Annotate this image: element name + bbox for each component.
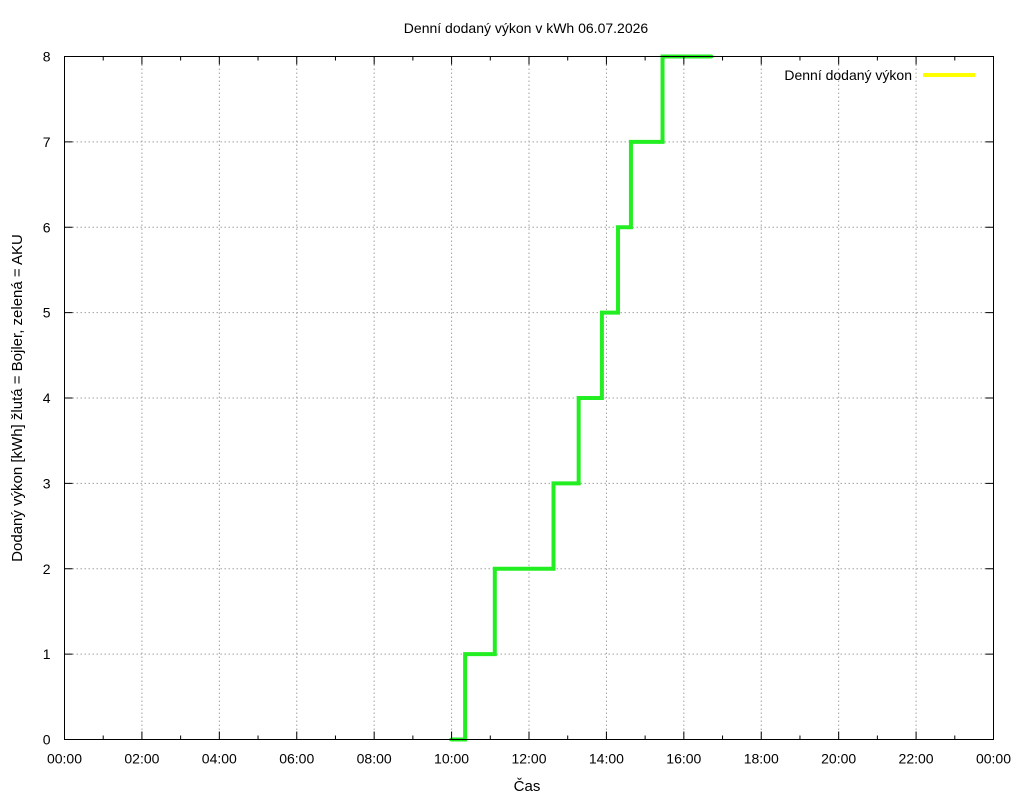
grid	[64, 56, 994, 740]
x-tick-label: 14:00	[589, 751, 624, 767]
y-tick-label: 3	[43, 475, 51, 491]
y-tick-label: 4	[43, 390, 51, 406]
y-tick-label: 8	[43, 49, 51, 65]
ticks	[64, 56, 994, 740]
y-tick-label: 0	[43, 732, 51, 748]
data-point	[528, 566, 533, 571]
data-point	[519, 566, 524, 571]
data-point	[487, 652, 491, 656]
data-point	[616, 225, 620, 230]
x-tick-label: 10:00	[434, 751, 469, 767]
x-tick-label: 04:00	[202, 751, 237, 767]
data-point	[505, 566, 509, 571]
x-tick-label: 18:00	[744, 751, 779, 767]
data-point	[576, 396, 581, 400]
y-tick-label: 7	[43, 134, 51, 150]
data-point	[551, 566, 555, 571]
data-point	[551, 481, 556, 486]
y-tick-label: 2	[43, 561, 51, 577]
data-point	[576, 481, 580, 486]
x-tick-label: 02:00	[124, 751, 159, 767]
series-line-1	[450, 54, 712, 742]
data-point	[628, 225, 633, 230]
y-tick-label: 5	[43, 305, 51, 321]
data-point	[655, 140, 660, 144]
y-tick-label: 6	[43, 219, 51, 235]
tick-labels: 00:00 02:00 04:00 06:00 08:00 10:00 12:00 14:00…	[43, 49, 1012, 767]
x-tick-label: 20:00	[821, 751, 856, 767]
data-point	[615, 310, 620, 315]
x-tick-label: 16:00	[666, 751, 701, 767]
y-tick-label: 1	[43, 646, 51, 662]
data-point	[599, 396, 604, 400]
chart-title: Denní dodaný výkon v kWh 06.07.2026	[404, 20, 649, 36]
x-tick-label: 06:00	[279, 751, 314, 767]
x-tick-label: 22:00	[899, 751, 934, 767]
x-tick-label: 00:00	[47, 751, 82, 767]
data-point	[600, 310, 604, 315]
data-point	[493, 566, 497, 571]
data-point	[629, 140, 633, 144]
legend: Denní dodaný výkon	[784, 67, 975, 83]
data-point	[538, 566, 543, 571]
y-axis-label: Dodaný výkon [kWh] žlutá = Bojler, zelen…	[9, 234, 26, 562]
x-tick-label: 12:00	[511, 751, 546, 767]
data-point	[463, 652, 467, 656]
x-tick-label: 08:00	[357, 751, 392, 767]
x-tick-label: 00:00	[976, 751, 1011, 767]
legend-label: Denní dodaný výkon	[784, 67, 912, 83]
x-axis-label: Čas	[514, 778, 541, 795]
